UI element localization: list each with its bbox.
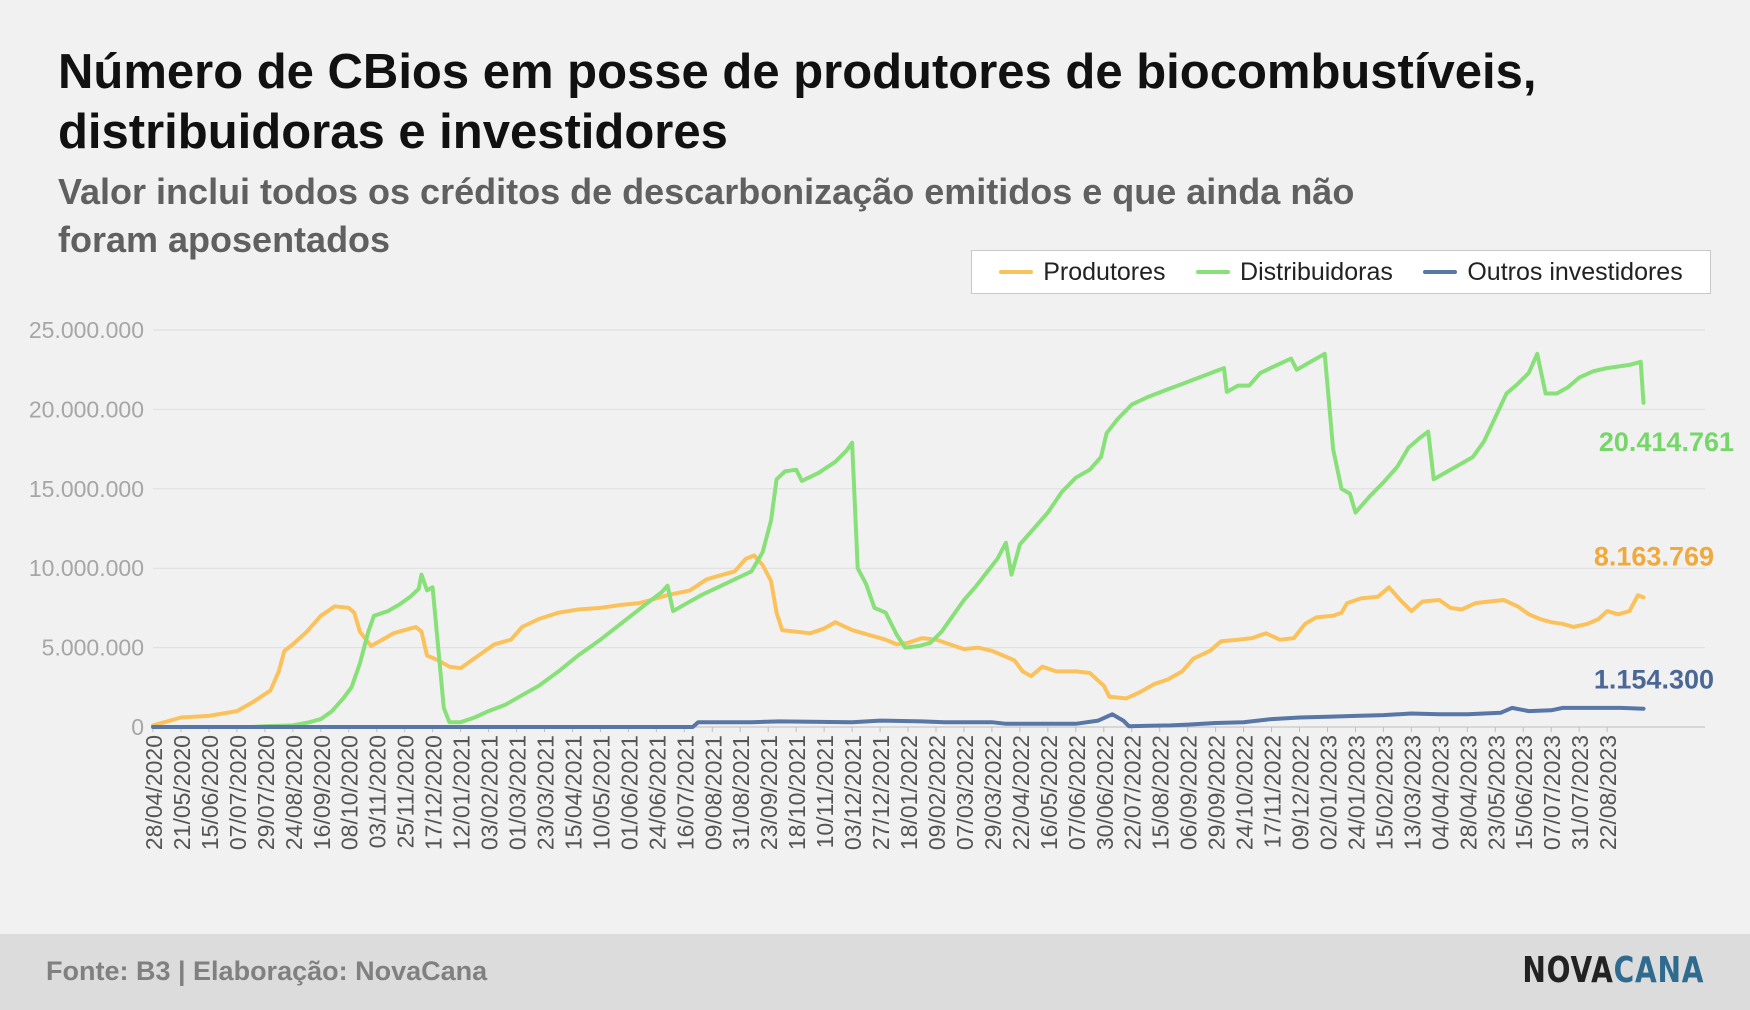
line-chart: 0 5.000.000 10.000.000 15.000.000 20.000.000… (29, 317, 1734, 850)
x-tick-label: 09/02/2022 (924, 735, 950, 850)
x-tick-label: 03/11/2020 (365, 735, 391, 848)
x-tick-label: 06/09/2022 (1176, 735, 1202, 850)
x-tick-label: 07/03/2022 (952, 735, 978, 850)
x-tick-label: 30/06/2022 (1092, 735, 1118, 850)
x-tick-label: 09/12/2022 (1288, 735, 1314, 850)
x-tick-label: 16/05/2022 (1036, 735, 1062, 850)
x-tick-label: 02/01/2023 (1315, 735, 1341, 850)
x-tick-label: 28/04/2020 (141, 735, 167, 850)
x-tick-label: 31/08/2021 (728, 735, 754, 850)
novacana-logo: NOVACANA (1522, 950, 1704, 991)
x-tick-label: 24/08/2020 (281, 735, 307, 850)
x-tick-label: 03/02/2021 (477, 735, 503, 850)
x-tick-label: 29/03/2022 (980, 735, 1006, 850)
x-tick-label: 23/09/2021 (756, 735, 782, 850)
logo-nova: NOVA (1522, 950, 1614, 991)
logo-cana: CANA (1613, 950, 1704, 991)
x-tick-label: 16/07/2021 (672, 735, 698, 850)
x-tick-label: 03/12/2021 (840, 735, 866, 850)
end-label-distribuidoras: 20.414.761 (1599, 427, 1734, 457)
x-tick-label: 27/12/2021 (868, 735, 894, 850)
x-tick-label: 15/06/2020 (197, 735, 223, 850)
y-tick-label: 15.000.000 (29, 476, 144, 502)
legend-item-outros-investidores: Outros investidores (1423, 257, 1683, 287)
x-tick-label: 28/04/2023 (1455, 735, 1481, 850)
y-tick-label: 10.000.000 (29, 555, 144, 581)
x-tick-label: 21/05/2020 (169, 735, 195, 850)
x-tick-label: 31/07/2023 (1567, 735, 1593, 850)
x-tick-label: 10/11/2021 (812, 735, 838, 848)
chart-subtitle: Valor inclui todos os créditos de descar… (58, 171, 1355, 260)
source-text: Fonte: B3 | Elaboração: NovaCana (46, 956, 488, 986)
chart-legend: Produtores Distribuidoras Outros investi… (971, 250, 1711, 294)
series-line-produtores (151, 553, 1646, 728)
x-tick-label: 17/11/2022 (1260, 735, 1286, 848)
x-tick-label: 24/10/2022 (1232, 735, 1258, 850)
x-tick-label: 22/08/2023 (1595, 735, 1621, 850)
x-tick-label: 15/06/2023 (1511, 735, 1537, 850)
y-tick-label: 5.000.000 (42, 635, 144, 661)
legend-label-outros-investidores: Outros investidores (1467, 257, 1683, 286)
end-label-produtores: 8.163.769 (1594, 541, 1714, 571)
legend-swatch-outros-investidores (1423, 270, 1458, 274)
x-tick-label: 17/12/2020 (421, 735, 447, 850)
x-tick-label: 07/06/2022 (1064, 735, 1090, 850)
legend-label-distribuidoras: Distribuidoras (1240, 257, 1393, 286)
legend-item-produtores: Produtores (999, 257, 1166, 287)
x-tick-label: 25/11/2020 (393, 735, 419, 848)
x-tick-label: 18/10/2021 (784, 735, 810, 850)
x-tick-label: 01/06/2021 (616, 735, 642, 850)
x-tick-label: 09/08/2021 (700, 735, 726, 850)
x-tick-label: 13/03/2023 (1399, 735, 1425, 850)
x-tick-label: 16/09/2020 (309, 735, 335, 850)
legend-swatch-produtores (999, 270, 1034, 274)
x-tick-label: 29/09/2022 (1204, 735, 1230, 850)
y-tick-label: 25.000.000 (29, 317, 144, 343)
x-tick-label: 15/08/2022 (1148, 735, 1174, 850)
x-tick-label: 23/05/2023 (1483, 735, 1509, 850)
x-tick-label: 01/03/2021 (505, 735, 531, 850)
legend-item-distribuidoras: Distribuidoras (1196, 258, 1393, 287)
x-tick-label: 12/01/2021 (449, 735, 475, 850)
end-label-outros-investidores: 1.154.300 (1594, 665, 1714, 695)
x-tick-label: 24/06/2021 (644, 735, 670, 850)
x-tick-label: 18/01/2022 (896, 735, 922, 850)
x-tick-label: 07/07/2020 (225, 735, 251, 850)
y-tick-label: 0 (131, 714, 144, 740)
series-line-outros-investidores (151, 705, 1646, 729)
x-tick-label: 22/07/2022 (1120, 735, 1146, 850)
legend-label-produtores: Produtores (1043, 257, 1166, 286)
x-tick-label: 10/05/2021 (588, 735, 614, 850)
x-tick-label: 22/04/2022 (1008, 735, 1034, 850)
x-tick-label: 23/03/2021 (532, 735, 558, 850)
footer-bar: Fonte: B3 | Elaboração: NovaCana NOVACAN… (0, 934, 1750, 1010)
series-line-distribuidoras (151, 351, 1646, 729)
x-tick-label: 24/01/2023 (1343, 735, 1369, 850)
x-tick-label: 04/04/2023 (1427, 735, 1453, 850)
x-tick-label: 07/07/2023 (1539, 735, 1565, 850)
legend-swatch-distribuidoras (1196, 270, 1231, 274)
chart-title: Número de CBios em posse de produtores d… (58, 45, 1537, 159)
x-tick-label: 08/10/2020 (337, 735, 363, 850)
y-tick-label: 20.000.000 (29, 396, 144, 422)
x-tick-label: 15/04/2021 (560, 735, 586, 850)
x-tick-label: 29/07/2020 (253, 735, 279, 850)
x-tick-label: 15/02/2023 (1371, 735, 1397, 850)
